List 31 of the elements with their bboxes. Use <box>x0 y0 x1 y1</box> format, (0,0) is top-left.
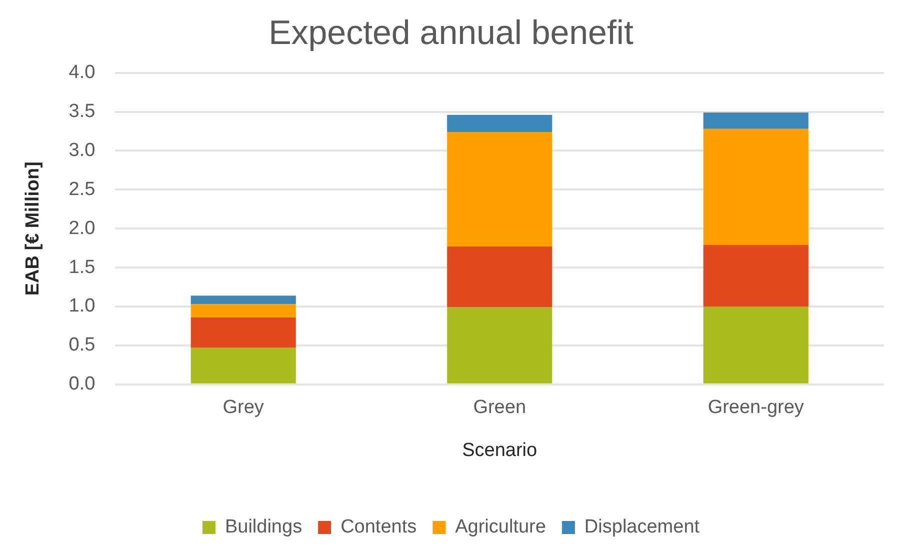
legend-label: Buildings <box>224 516 302 538</box>
bar <box>447 132 552 247</box>
bar <box>190 296 296 304</box>
legend-label: Displacement <box>584 516 700 538</box>
x-tick-label: Green <box>473 397 526 418</box>
y-tick-label: 4.0 <box>68 62 96 84</box>
bar <box>447 246 552 308</box>
y-tick-label: 2.5 <box>68 178 96 200</box>
y-tick-label: 1.5 <box>68 256 96 278</box>
y-tick-label: 0.0 <box>68 374 96 395</box>
bar <box>447 307 552 384</box>
bar <box>190 348 296 384</box>
chart-title: Expected annual benefit <box>268 14 634 52</box>
y-tick-label: 3.5 <box>68 100 96 122</box>
y-axis-title: EAB [€ Million] <box>22 162 44 296</box>
bar <box>703 128 808 245</box>
bar <box>703 244 808 306</box>
bar <box>703 306 808 384</box>
y-tick-label: 3.0 <box>68 140 96 161</box>
legend-label: Agriculture <box>455 516 546 538</box>
legend-label: Contents <box>340 516 417 538</box>
x-tick-label: Grey <box>222 397 264 418</box>
x-axis-title: Scenario <box>462 440 538 461</box>
bar <box>447 114 552 132</box>
bar <box>703 112 808 129</box>
y-tick-label: 2.0 <box>68 218 96 239</box>
bar <box>190 304 296 318</box>
y-tick-label: 0.5 <box>68 334 96 356</box>
y-tick-label: 1.0 <box>68 296 96 317</box>
x-tick-label: Green-grey <box>708 397 804 418</box>
bar <box>190 317 296 348</box>
